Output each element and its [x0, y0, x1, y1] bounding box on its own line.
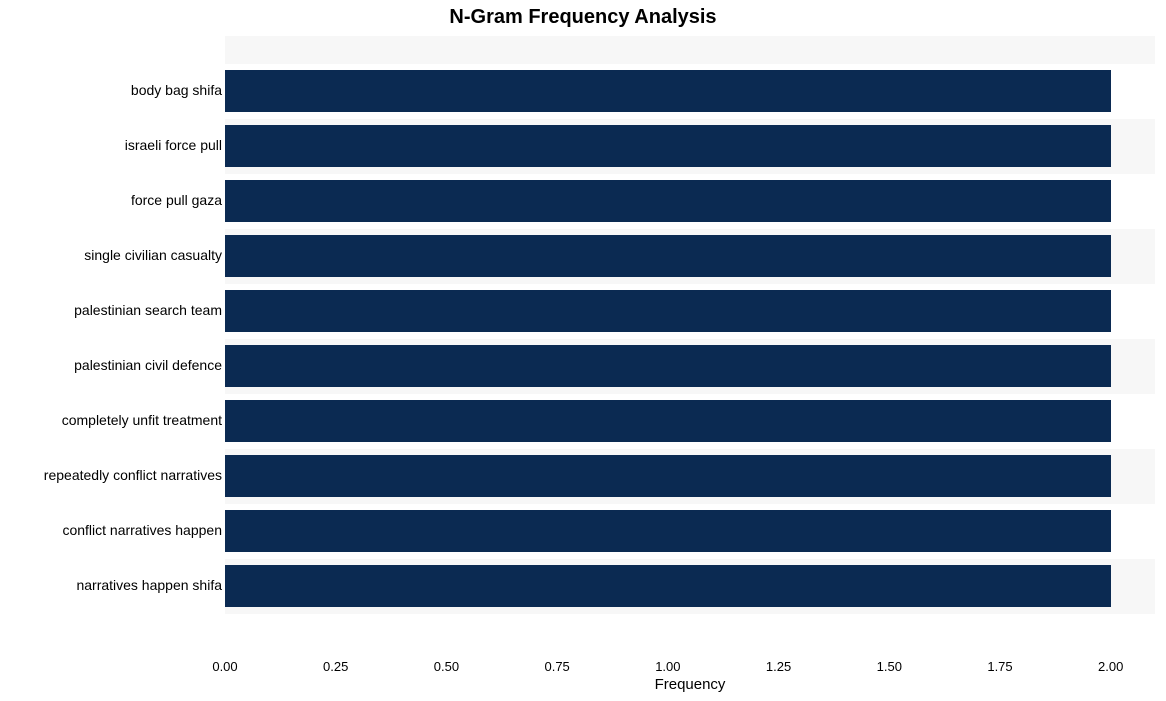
y-tick-label: israeli force pull	[125, 137, 222, 153]
bars-layer	[225, 36, 1155, 641]
y-tick-label: palestinian civil defence	[74, 357, 222, 373]
x-tick-label: 0.00	[212, 659, 237, 674]
bar	[225, 180, 1111, 223]
y-tick-label: completely unfit treatment	[62, 412, 222, 428]
bar	[225, 400, 1111, 443]
bar	[225, 125, 1111, 168]
x-tick-label: 1.50	[877, 659, 902, 674]
bar	[225, 455, 1111, 498]
y-tick-label: force pull gaza	[131, 192, 222, 208]
bar	[225, 70, 1111, 113]
bar	[225, 290, 1111, 333]
y-axis-labels: body bag shifa israeli force pull force pu…	[0, 36, 222, 641]
y-tick-label: single civilian casualty	[84, 247, 222, 263]
plot-area	[225, 36, 1155, 641]
bar	[225, 510, 1111, 553]
x-tick-label: 0.50	[434, 659, 459, 674]
x-tick-label: 0.75	[544, 659, 569, 674]
x-tick-label: 2.00	[1098, 659, 1123, 674]
chart-container: N-Gram Frequency Analysis body bag shifa…	[0, 0, 1166, 701]
y-tick-label: narratives happen shifa	[76, 577, 222, 593]
bar	[225, 345, 1111, 388]
x-tick-label: 0.25	[323, 659, 348, 674]
x-tick-label: 1.00	[655, 659, 680, 674]
x-axis-title: Frequency	[225, 676, 1155, 693]
bar	[225, 565, 1111, 608]
bar	[225, 235, 1111, 278]
y-tick-label: palestinian search team	[74, 302, 222, 318]
chart-title: N-Gram Frequency Analysis	[0, 6, 1166, 29]
y-tick-label: conflict narratives happen	[62, 522, 222, 538]
x-tick-label: 1.25	[766, 659, 791, 674]
y-tick-label: body bag shifa	[131, 82, 222, 98]
y-tick-label: repeatedly conflict narratives	[44, 467, 222, 483]
x-tick-label: 1.75	[987, 659, 1012, 674]
x-axis-ticks: 0.000.250.500.751.001.251.501.752.00	[225, 647, 1155, 677]
